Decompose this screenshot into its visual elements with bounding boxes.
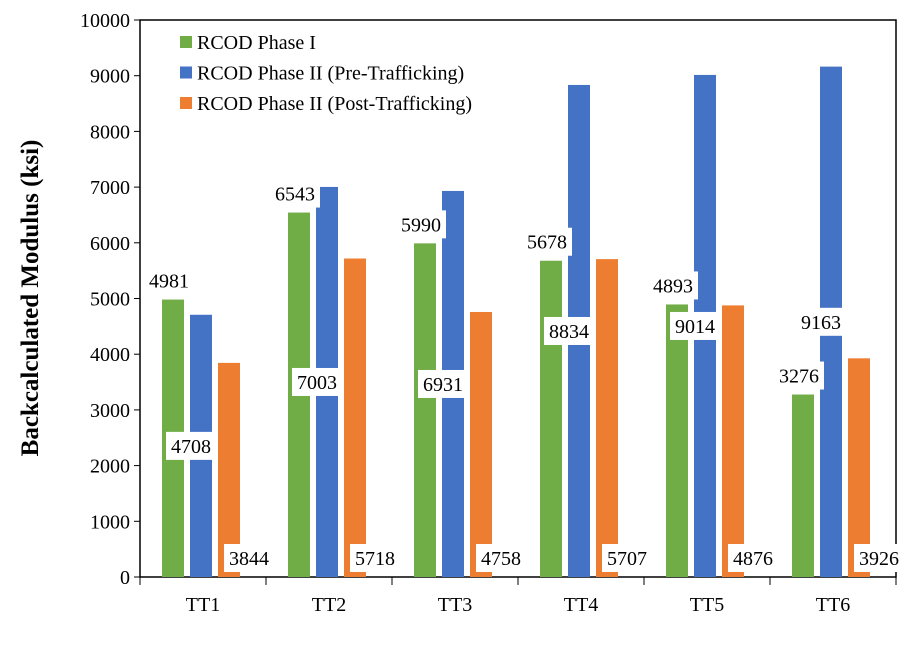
data-label: 8834 [549,321,589,343]
bar [414,243,436,577]
y-axis-label: Backcalculated Modulus (ksi) [17,140,44,457]
data-label-bg [396,210,446,239]
bar [596,259,618,577]
y-tick-label: 8000 [90,121,130,143]
bar [470,311,492,577]
plot-area: 0 1000 2000 3000 4000 5000 6000 7000 8000 9000 100… [80,10,904,616]
y-tick-label: 1000 [90,511,130,533]
y-tick-label: 4000 [90,344,130,366]
y-tick-label: 7000 [90,177,130,199]
data-label: 9163 [801,312,841,334]
data-label-bg [544,316,594,345]
data-label-bg [476,544,526,572]
legend: RCOD Phase I RCOD Phase II (Pre-Trafficki… [180,32,472,115]
data-label-bg [224,544,274,572]
bar [540,260,562,577]
legend-label: RCOD Phase II (Post-Trafficking) [197,93,472,115]
legend-swatch [180,36,192,48]
x-tick-label: TT2 [312,594,346,616]
bar [848,358,870,577]
data-label-bg [166,431,216,460]
y-tick-label: 3000 [90,400,130,422]
data-label-bg [774,361,824,390]
bar [218,362,240,577]
y-tick-label: 5000 [90,289,130,311]
data-label-bg [292,367,342,396]
y-tick-label: 2000 [90,456,130,478]
data-label: 4876 [733,548,773,570]
data-label-bg [350,544,400,572]
x-tick-label: TT5 [690,594,724,616]
data-label-bg [648,271,698,300]
bar [666,304,688,577]
y-tick-label: 9000 [90,66,130,88]
y-tick-label: 6000 [90,233,130,255]
data-label: 4893 [653,275,693,297]
data-label-bg [854,544,904,572]
data-label: 5718 [355,548,395,570]
data-label: 5678 [527,232,567,254]
data-label-bg [796,307,846,336]
x-tick-label: TT3 [438,594,472,616]
legend-swatch [180,97,192,109]
bar [792,394,814,577]
data-label: 3276 [779,366,819,388]
x-tick-label: TT6 [816,594,850,616]
data-label: 3926 [859,548,899,570]
y-tick-label: 0 [120,567,130,589]
data-label-bg [144,266,194,295]
data-label: 4758 [481,548,521,570]
data-label: 5990 [401,214,441,236]
data-label: 4708 [171,436,211,458]
data-label: 6931 [423,374,463,396]
data-label: 3844 [229,548,269,570]
data-label: 7003 [297,372,337,394]
legend-label: RCOD Phase II (Pre-Trafficking) [197,63,464,85]
data-label-bg [418,369,468,398]
data-label-bg [522,227,572,256]
data-label: 6543 [275,184,315,206]
data-label-bg [602,544,652,572]
legend-label: RCOD Phase I [197,32,316,54]
data-label: 4981 [149,271,189,293]
y-tick-label: 10000 [80,10,130,32]
x-tick-label: TT4 [564,594,598,616]
data-label: 5707 [607,548,647,570]
data-label-bg [270,179,320,208]
data-label-bg [728,544,778,572]
legend-swatch [180,66,192,79]
x-tick-label: TT1 [186,594,220,616]
data-label-bg [670,311,720,340]
bar [722,305,744,577]
data-label: 9014 [675,316,715,338]
bar [344,258,366,577]
